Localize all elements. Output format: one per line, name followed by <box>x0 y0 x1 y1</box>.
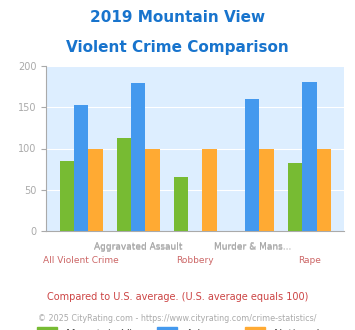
Bar <box>174 178 188 231</box>
Text: 2019 Mountain View: 2019 Mountain View <box>90 10 265 25</box>
Text: Violent Crime Comparison: Violent Crime Comparison <box>66 40 289 54</box>
Bar <box>202 148 217 231</box>
Legend: Mountain View, Arkansas, National: Mountain View, Arkansas, National <box>37 327 321 330</box>
Text: Rape: Rape <box>298 256 321 265</box>
Bar <box>74 105 88 231</box>
Bar <box>260 148 274 231</box>
Bar <box>288 162 302 231</box>
Bar <box>117 138 131 231</box>
Bar <box>145 148 160 231</box>
Bar <box>302 82 317 231</box>
Bar <box>245 99 260 231</box>
Text: Murder & Mans...: Murder & Mans... <box>214 243 291 251</box>
Text: © 2025 CityRating.com - https://www.cityrating.com/crime-statistics/: © 2025 CityRating.com - https://www.city… <box>38 314 317 323</box>
Bar <box>60 161 74 231</box>
Text: Compared to U.S. average. (U.S. average equals 100): Compared to U.S. average. (U.S. average … <box>47 292 308 302</box>
Bar <box>131 83 145 231</box>
Text: Robbery: Robbery <box>176 256 214 265</box>
Text: Aggravated Assault: Aggravated Assault <box>94 243 182 251</box>
Bar <box>317 148 331 231</box>
Text: Murder & Mans...: Murder & Mans... <box>214 242 291 251</box>
Text: Aggravated Assault: Aggravated Assault <box>94 242 182 251</box>
Bar <box>88 148 103 231</box>
Text: All Violent Crime: All Violent Crime <box>43 256 119 265</box>
